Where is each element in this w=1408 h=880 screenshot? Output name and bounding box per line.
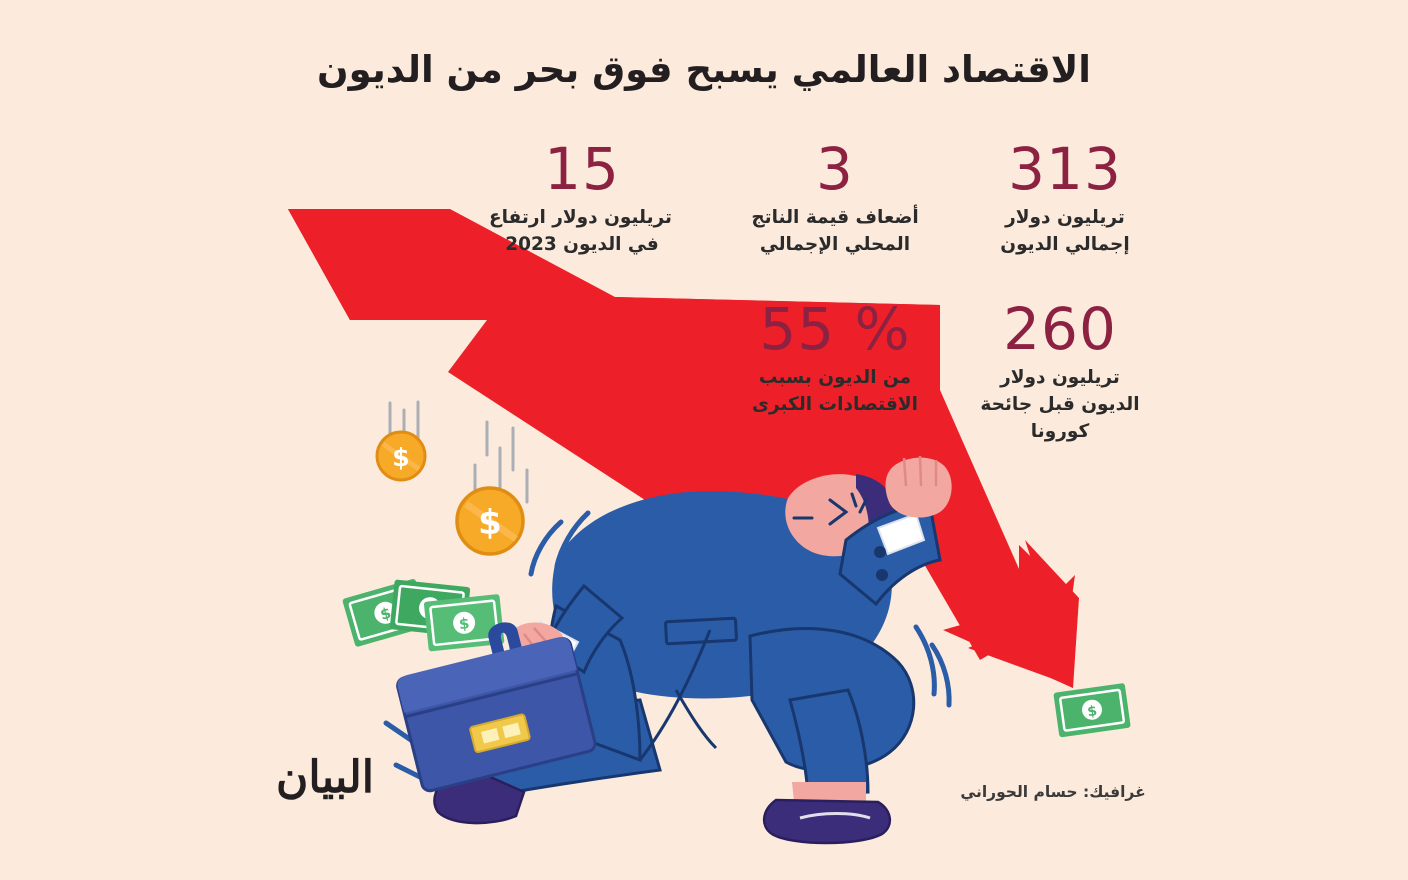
motion-arcs-right: [913, 624, 952, 708]
stat-increase-2023-caption: تريليون دولار ارتفاع في الديون 2023: [488, 205, 672, 259]
svg-text:$: $: [478, 503, 502, 543]
svg-text:$: $: [378, 604, 393, 624]
briefcase: [396, 622, 597, 793]
businessman-figure: [433, 455, 952, 845]
stat-increase-2023-number: 15: [544, 135, 620, 203]
stat-gdp-multiple-caption: أضعاف قيمة الناتج المحلي الإجمالي: [740, 205, 930, 259]
dollar-bills-pile: $ $ $: [342, 579, 505, 652]
stat-major-economies-line-1: من الديون بسبب: [758, 367, 912, 389]
stat-major-economies-number: % 55: [759, 295, 911, 363]
stat-total-debt-line-1: تريليون دولار: [1005, 207, 1125, 229]
stat-pre-covid-number: 260: [1003, 295, 1117, 363]
svg-text:$: $: [1086, 703, 1098, 720]
stat-pre-covid: 260 تريليون دولار الديون قبل جائحة كورون…: [970, 295, 1150, 446]
stat-major-economies-line-2: الاقتصادات الكبرى: [752, 393, 918, 415]
stat-gdp-multiple-number: 3: [816, 135, 854, 203]
dollar-bill-falling: $: [1053, 683, 1131, 738]
svg-text:$: $: [392, 443, 409, 472]
gold-coin-large: $: [455, 486, 525, 556]
stat-total-debt-line-2: إجمالي الديون: [1000, 233, 1130, 255]
stat-major-economies-caption: من الديون بسبب الاقتصادات الكبرى: [740, 365, 930, 419]
al-bayan-logo: البيان: [276, 752, 375, 803]
page-title: الاقتصاد العالمي يسبح فوق بحر من الديون: [317, 48, 1091, 91]
stat-increase-2023-line-2: في الديون 2023: [505, 233, 659, 255]
stat-total-debt: 313 تريليون دولار إجمالي الديون: [980, 135, 1150, 259]
stat-major-economies: % 55 من الديون بسبب الاقتصادات الكبرى: [740, 295, 930, 419]
stat-pre-covid-line-1: تريليون دولار: [1000, 367, 1120, 389]
gold-coin-small: $: [375, 430, 427, 482]
stat-pre-covid-line-3: كورونا: [1030, 420, 1090, 442]
graphic-credit: غرافيك: حسام الحوراني: [960, 783, 1146, 801]
stat-gdp-multiple-line-1: أضعاف قيمة الناتج: [751, 207, 919, 229]
stat-total-debt-number: 313: [1008, 135, 1122, 203]
stat-increase-2023: 15 تريليون دولار ارتفاع في الديون 2023: [488, 135, 672, 259]
stat-gdp-multiple: 3 أضعاف قيمة الناتج المحلي الإجمالي: [740, 135, 930, 259]
stat-gdp-multiple-line-2: المحلي الإجمالي: [759, 233, 911, 255]
stat-increase-2023-line-1: تريليون دولار ارتفاع: [488, 207, 672, 229]
svg-text:$: $: [458, 614, 470, 633]
stat-total-debt-caption: تريليون دولار إجمالي الديون: [980, 205, 1150, 259]
motion-lines-coins: [388, 400, 529, 504]
stat-pre-covid-line-2: الديون قبل جائحة: [980, 393, 1140, 415]
stat-pre-covid-caption: تريليون دولار الديون قبل جائحة كورونا: [970, 365, 1150, 445]
